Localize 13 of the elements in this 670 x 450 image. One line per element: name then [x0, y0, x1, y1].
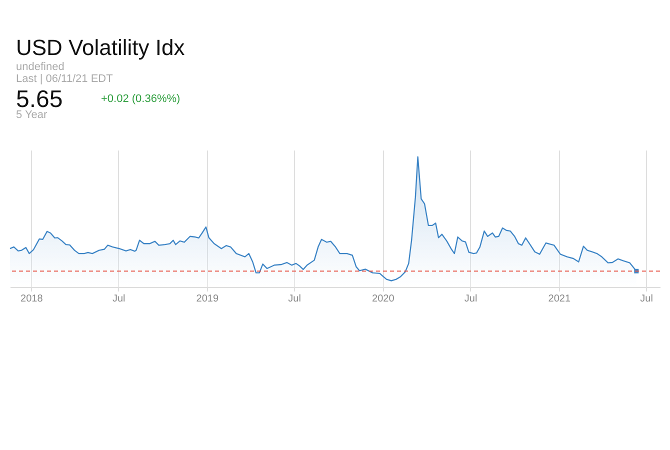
x-tick-label: 2020 — [372, 294, 395, 304]
x-tick-label: 2021 — [548, 294, 571, 304]
x-tick-label: 2018 — [20, 294, 44, 304]
x-tick-label: Jul — [640, 294, 653, 304]
text: undefined — [16, 61, 64, 73]
x-tick-label: Jul — [112, 294, 126, 304]
x-tick-label: Jul — [464, 294, 478, 304]
text: Last | 06/11/21 EDT — [16, 73, 114, 85]
text: 5 Year — [16, 109, 48, 121]
text: +0.02 (0.36%%) — [101, 93, 180, 105]
chart-title: USD Volatility Idx — [16, 35, 185, 60]
x-tick-label: Jul — [288, 294, 301, 304]
x-tick-label: 2019 — [196, 294, 219, 304]
